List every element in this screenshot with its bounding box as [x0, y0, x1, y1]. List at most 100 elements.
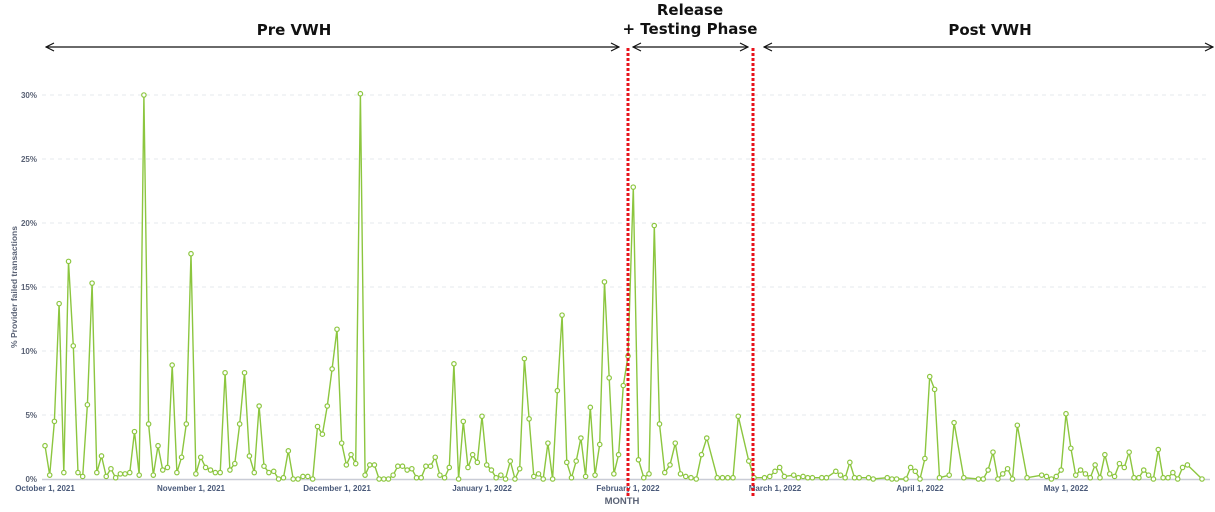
data-point[interactable]	[126, 469, 133, 476]
data-point[interactable]	[1063, 410, 1069, 417]
data-point[interactable]	[1121, 464, 1128, 471]
data-point[interactable]	[931, 386, 938, 393]
data-point[interactable]	[409, 465, 415, 472]
data-point[interactable]	[620, 382, 627, 389]
data-point[interactable]	[985, 467, 991, 473]
data-point[interactable]	[155, 442, 161, 449]
data-point[interactable]	[465, 464, 471, 471]
data-point[interactable]	[1077, 467, 1084, 473]
data-point[interactable]	[568, 474, 575, 481]
data-point[interactable]	[912, 468, 919, 475]
data-point[interactable]	[559, 312, 565, 318]
data-point[interactable]	[926, 373, 933, 380]
data-point[interactable]	[474, 459, 481, 466]
data-point[interactable]	[174, 469, 180, 476]
data-point[interactable]	[1068, 445, 1074, 452]
data-point[interactable]	[870, 476, 877, 482]
data-point[interactable]	[202, 464, 209, 471]
data-point[interactable]	[65, 258, 72, 265]
data-point[interactable]	[371, 462, 378, 468]
data-point[interactable]	[300, 473, 306, 480]
data-point[interactable]	[922, 455, 928, 462]
data-point[interactable]	[766, 473, 773, 480]
data-point[interactable]	[432, 454, 439, 461]
data-point[interactable]	[385, 476, 392, 482]
data-point[interactable]	[193, 471, 199, 477]
data-point[interactable]	[280, 474, 287, 481]
data-point[interactable]	[606, 375, 612, 381]
data-point[interactable]	[1116, 460, 1123, 467]
data-point[interactable]	[479, 413, 485, 420]
data-point[interactable]	[241, 369, 248, 376]
data-point[interactable]	[1179, 464, 1186, 471]
data-point[interactable]	[856, 474, 862, 481]
data-point[interactable]	[357, 90, 364, 97]
data-point[interactable]	[640, 474, 647, 481]
data-point[interactable]	[865, 474, 872, 481]
data-point[interactable]	[270, 468, 277, 475]
data-point[interactable]	[290, 476, 297, 482]
data-point[interactable]	[975, 476, 982, 482]
data-point[interactable]	[451, 360, 457, 367]
data-point[interactable]	[404, 467, 410, 473]
data-point[interactable]	[159, 467, 166, 473]
data-point[interactable]	[1092, 462, 1098, 468]
data-point[interactable]	[84, 401, 91, 408]
data-point[interactable]	[141, 92, 147, 98]
data-point[interactable]	[413, 474, 420, 481]
data-point[interactable]	[334, 326, 340, 333]
data-point[interactable]	[818, 474, 825, 481]
data-point[interactable]	[460, 418, 467, 425]
data-point[interactable]	[540, 476, 547, 482]
data-point[interactable]	[150, 472, 157, 478]
data-point[interactable]	[1155, 446, 1162, 453]
data-point[interactable]	[724, 474, 731, 481]
data-point[interactable]	[1009, 476, 1016, 482]
data-point[interactable]	[423, 463, 429, 470]
data-point[interactable]	[295, 476, 301, 482]
data-point[interactable]	[833, 468, 839, 475]
data-point[interactable]	[646, 471, 652, 477]
data-point[interactable]	[1126, 449, 1132, 455]
data-point[interactable]	[380, 476, 387, 482]
data-point[interactable]	[56, 300, 62, 307]
data-point[interactable]	[512, 476, 518, 482]
data-point[interactable]	[1038, 472, 1045, 478]
data-point[interactable]	[526, 416, 532, 422]
data-point[interactable]	[469, 451, 476, 458]
data-point[interactable]	[776, 464, 783, 471]
data-point[interactable]	[698, 451, 705, 458]
data-point[interactable]	[714, 474, 721, 481]
data-point[interactable]	[804, 474, 811, 481]
data-point[interactable]	[94, 469, 100, 476]
data-point[interactable]	[232, 460, 238, 467]
data-point[interactable]	[582, 473, 589, 480]
data-point[interactable]	[730, 474, 736, 481]
data-point[interactable]	[131, 428, 138, 435]
data-point[interactable]	[1165, 474, 1171, 481]
data-point[interactable]	[587, 404, 594, 411]
data-point[interactable]	[343, 462, 350, 468]
data-point[interactable]	[446, 464, 453, 471]
data-point[interactable]	[309, 476, 316, 482]
data-point[interactable]	[145, 421, 152, 427]
data-point[interactable]	[903, 476, 909, 482]
data-point[interactable]	[455, 476, 462, 482]
data-point[interactable]	[693, 476, 700, 482]
data-point[interactable]	[761, 474, 768, 481]
data-point[interactable]	[917, 476, 923, 482]
data-point[interactable]	[889, 476, 895, 482]
data-point[interactable]	[46, 472, 53, 478]
data-point[interactable]	[256, 403, 262, 409]
data-point[interactable]	[169, 362, 175, 368]
data-point[interactable]	[1058, 467, 1064, 473]
data-point[interactable]	[314, 423, 321, 430]
data-point[interactable]	[1102, 451, 1108, 458]
data-point[interactable]	[946, 472, 953, 478]
data-point[interactable]	[395, 463, 401, 470]
data-point[interactable]	[498, 472, 504, 478]
data-point[interactable]	[507, 458, 514, 464]
data-point[interactable]	[1004, 465, 1011, 472]
data-point[interactable]	[960, 474, 967, 481]
data-point[interactable]	[1160, 474, 1166, 481]
